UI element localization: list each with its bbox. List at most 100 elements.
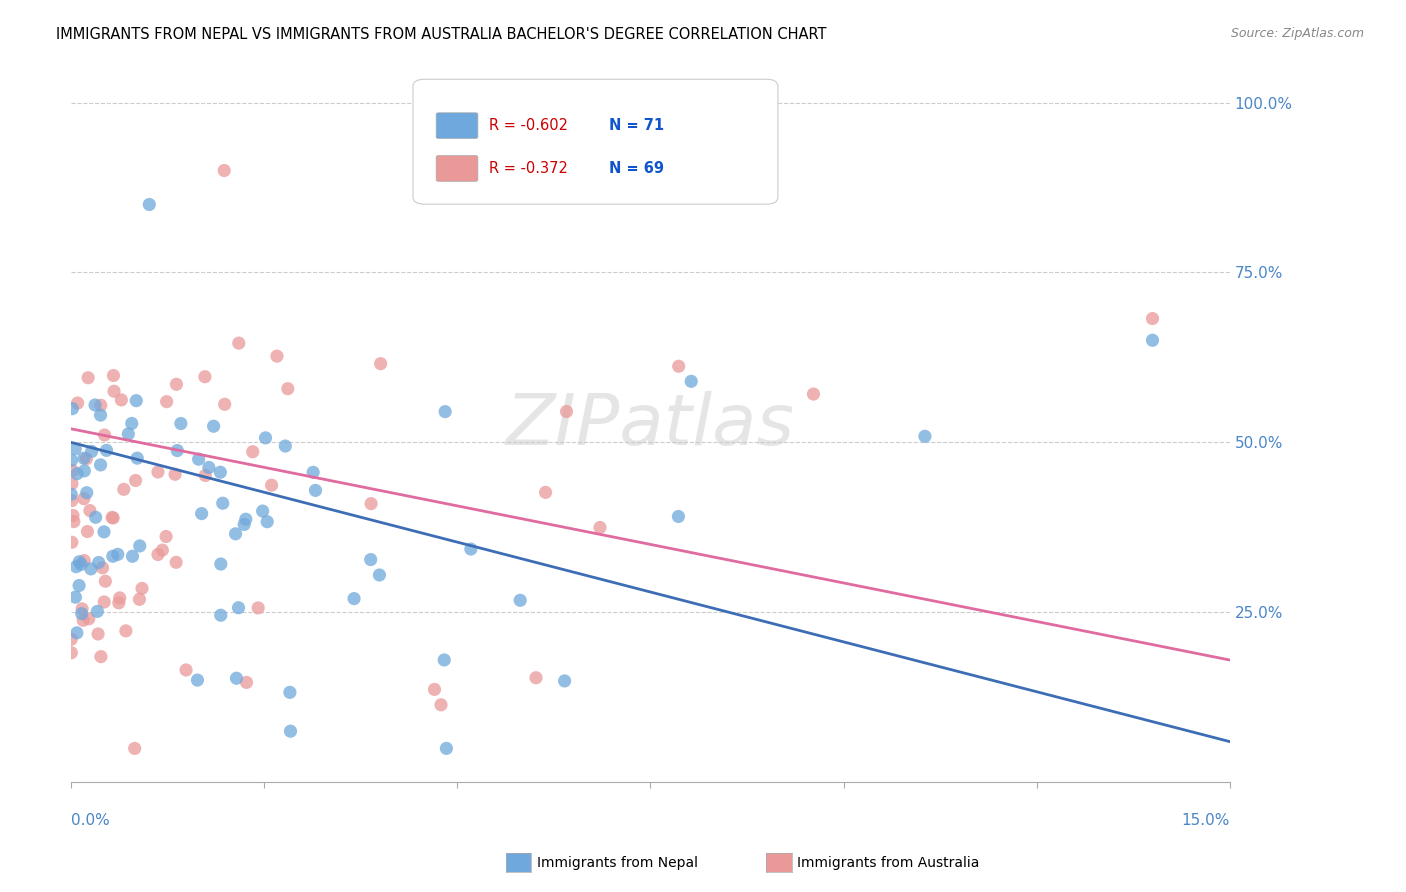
Point: [60, 476, 83, 491]
Point: [554, 673, 576, 688]
Point: [254, 431, 277, 445]
Point: [434, 404, 457, 418]
FancyBboxPatch shape: [436, 155, 478, 181]
Text: Immigrants from Australia: Immigrants from Australia: [797, 855, 980, 870]
Point: [460, 542, 482, 557]
Point: [80, 444, 103, 458]
Text: ZIPatlas: ZIPatlas: [506, 391, 794, 460]
Point: [66, 396, 89, 410]
Point: [127, 451, 149, 466]
Point: [914, 429, 936, 443]
Point: [66, 625, 89, 640]
Point: [66, 467, 89, 481]
Point: [60, 646, 83, 660]
Point: [65, 590, 87, 604]
Text: N = 71: N = 71: [609, 118, 664, 133]
Point: [90, 408, 112, 422]
Point: [77, 370, 100, 384]
Point: [108, 591, 131, 605]
Point: [280, 724, 302, 739]
FancyBboxPatch shape: [413, 79, 778, 204]
Point: [84, 510, 107, 524]
Point: [72, 613, 94, 627]
Point: [76, 485, 98, 500]
Point: [121, 417, 143, 431]
Point: [117, 426, 139, 441]
Point: [156, 394, 179, 409]
Point: [77, 612, 100, 626]
Point: [65, 559, 87, 574]
Point: [86, 604, 108, 618]
Point: [225, 526, 247, 541]
Text: 0.0%: 0.0%: [72, 813, 110, 828]
Point: [235, 512, 257, 526]
Point: [190, 507, 212, 521]
Point: [112, 483, 135, 497]
Point: [73, 451, 96, 466]
Point: [70, 558, 93, 572]
Point: [247, 601, 270, 615]
Point: [534, 485, 557, 500]
Point: [103, 368, 125, 383]
Point: [80, 562, 103, 576]
Point: [62, 401, 84, 416]
Point: [524, 671, 547, 685]
Point: [146, 465, 169, 479]
Point: [555, 404, 578, 418]
Point: [67, 578, 90, 592]
Point: [73, 464, 96, 478]
Point: [274, 439, 297, 453]
Point: [278, 685, 301, 699]
Point: [1142, 333, 1164, 347]
Point: [668, 509, 690, 524]
Point: [107, 547, 129, 561]
Point: [60, 632, 83, 647]
Point: [304, 483, 326, 498]
Point: [430, 698, 453, 712]
Point: [209, 557, 232, 571]
Point: [509, 593, 531, 607]
Point: [90, 458, 112, 472]
Point: [60, 453, 83, 467]
Point: [202, 419, 225, 434]
Text: Immigrants from Nepal: Immigrants from Nepal: [537, 855, 699, 870]
Point: [165, 467, 187, 482]
Point: [803, 387, 825, 401]
Point: [93, 524, 115, 539]
Point: [70, 607, 93, 621]
Point: [194, 369, 217, 384]
Point: [87, 627, 110, 641]
Point: [228, 336, 250, 351]
Point: [90, 398, 112, 412]
Text: N = 69: N = 69: [609, 161, 664, 176]
Point: [225, 671, 247, 685]
Point: [73, 491, 96, 506]
Point: [434, 741, 457, 756]
Point: [166, 443, 188, 458]
Point: [93, 428, 115, 442]
Point: [70, 602, 93, 616]
Point: [101, 549, 124, 564]
Point: [252, 504, 274, 518]
Point: [423, 682, 446, 697]
Point: [433, 653, 456, 667]
Point: [73, 553, 96, 567]
Point: [63, 515, 86, 529]
Point: [79, 503, 101, 517]
Point: [155, 529, 177, 543]
Point: [62, 508, 84, 523]
Point: [101, 511, 124, 525]
Point: [65, 442, 87, 456]
Point: [681, 374, 703, 388]
Point: [165, 555, 187, 569]
Point: [260, 478, 283, 492]
Point: [91, 561, 114, 575]
Point: [302, 466, 325, 480]
Point: [174, 663, 197, 677]
Point: [60, 487, 83, 501]
Point: [60, 463, 83, 477]
Text: 15.0%: 15.0%: [1181, 813, 1230, 828]
Point: [90, 649, 112, 664]
Point: [214, 397, 236, 411]
Point: [60, 493, 83, 508]
